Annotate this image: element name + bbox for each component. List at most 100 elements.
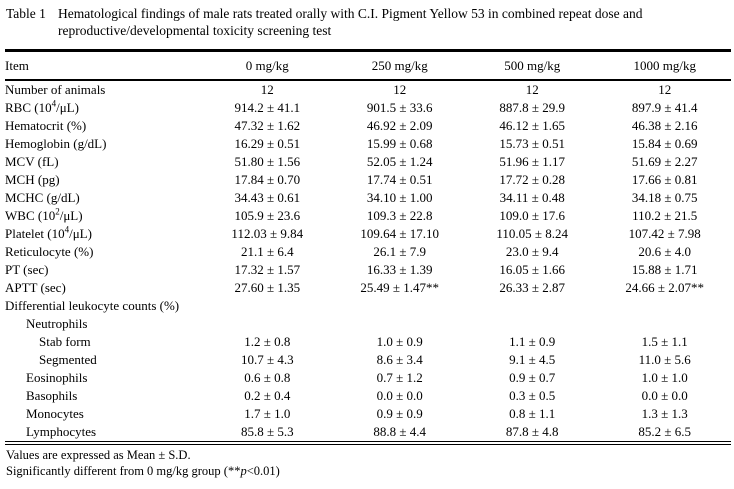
table-row: Hematocrit (%) 47.32 ± 1.62 46.92 ± 2.09 46… [5, 117, 731, 135]
row-value: 51.80 ± 1.56 [234, 154, 301, 169]
row-value: 26.1 ± 7.9 [373, 244, 427, 259]
caption-text: Hematological findings of male rats trea… [58, 6, 731, 39]
row-value: 914.2 ± 41.1 [234, 100, 301, 115]
row-label: Stab form [39, 334, 91, 349]
row-value: 8.6 ± 3.4 [376, 352, 423, 367]
table-row: MCHC (g/dL) 34.43 ± 0.61 34.10 ± 1.00 34.11… [5, 189, 731, 207]
row-value: 52.05 ± 1.24 [366, 154, 433, 169]
table-row: Reticulocyte (%) 21.1 ± 6.4 26.1 ± 7.9 23.0… [5, 243, 731, 261]
row-value: 109.0 ± 17.6 [499, 208, 566, 223]
row-value: 17.66 ± 0.81 [631, 172, 698, 187]
footnote-significance-post: <0.01) [246, 463, 280, 478]
row-value: 1.0 ± 1.0 [641, 370, 688, 385]
row-value: 16.29 ± 0.51 [234, 136, 301, 151]
row-value: 0.3 ± 0.5 [509, 388, 556, 403]
row-label: RBC (104/μL) [5, 98, 79, 115]
table-row: RBC (104/μL) 914.2 ± 41.1 901.5 ± 33.6 887.… [5, 99, 731, 117]
row-value: 10.7 ± 4.3 [240, 352, 294, 367]
caption-line2: reproductive/developmental toxicity scre… [58, 22, 332, 38]
row-label: PT (sec) [5, 262, 49, 277]
column-header-dose-500: 500 mg/kg [465, 50, 599, 81]
row-value [201, 315, 333, 333]
row-value: 20.6 ± 4.0 [638, 244, 692, 259]
row-value: 0.9 ± 0.7 [509, 370, 556, 385]
row-label: Hemoglobin (g/dL) [5, 136, 107, 151]
row-value: 901.5 ± 33.6 [366, 100, 433, 115]
row-value: 0.7 ± 1.2 [376, 370, 423, 385]
row-value: 1.7 ± 1.0 [244, 406, 291, 421]
row-value: 112.03 ± 9.84 [231, 226, 304, 241]
row-value: 0.2 ± 0.4 [244, 388, 291, 403]
column-header-item: Item [5, 50, 202, 81]
row-label: Hematocrit (%) [5, 118, 87, 133]
row-value: 25.49 ± 1.47** [360, 280, 440, 295]
column-header-dose-0: 0 mg/kg [201, 50, 334, 81]
row-value: 107.42 ± 7.98 [628, 226, 701, 241]
row-value: 15.88 ± 1.71 [631, 262, 698, 277]
row-value: 46.12 ± 1.65 [499, 118, 566, 133]
row-value: 110.05 ± 8.24 [496, 226, 569, 241]
row-value: 21.1 ± 6.4 [240, 244, 294, 259]
row-label: MCHC (g/dL) [5, 190, 80, 205]
row-value: 0.9 ± 0.9 [376, 406, 423, 421]
row-value: 105.9 ± 23.6 [234, 208, 301, 223]
row-value: 26.33 ± 2.87 [499, 280, 566, 295]
table-row: Monocytes 1.7 ± 1.0 0.9 ± 0.9 0.8 ± 1.1 1.3 … [5, 405, 731, 423]
row-value: 34.43 ± 0.61 [234, 190, 301, 205]
footnote-significance-p: p [240, 463, 247, 478]
row-value: 0.6 ± 0.8 [244, 370, 291, 385]
table-row: Segmented 10.7 ± 4.3 8.6 ± 3.4 9.1 ± 4.5 11.… [5, 351, 731, 369]
row-value: 88.8 ± 4.4 [373, 424, 427, 439]
row-value: 34.11 ± 0.48 [499, 190, 565, 205]
table-row: Differential leukocyte counts (%) [5, 297, 731, 315]
row-value [466, 297, 598, 315]
table-row: WBC (102/μL) 105.9 ± 23.6 109.3 ± 22.8 109.… [5, 207, 731, 225]
table-header-row: Item 0 mg/kg 250 mg/kg 500 mg/kg 1000 mg… [5, 50, 731, 81]
row-value: 46.38 ± 2.16 [631, 118, 698, 133]
row-label: MCH (pg) [5, 172, 60, 187]
row-value: 9.1 ± 4.5 [509, 352, 556, 367]
row-value: 17.72 ± 0.28 [499, 172, 566, 187]
table-row: PT (sec) 17.32 ± 1.57 16.33 ± 1.39 16.05 ± … [5, 261, 731, 279]
row-value: 34.10 ± 1.00 [366, 190, 433, 205]
row-value: 109.64 ± 17.10 [360, 226, 440, 241]
row-value: 51.69 ± 2.27 [631, 154, 698, 169]
row-value: 87.8 ± 4.8 [505, 424, 559, 439]
row-value: 85.2 ± 6.5 [638, 424, 692, 439]
row-value [598, 297, 731, 315]
footnote-significance: Significantly different from 0 mg/kg gro… [6, 464, 731, 480]
table-row: Hemoglobin (g/dL) 16.29 ± 0.51 15.99 ± 0.6… [5, 135, 731, 153]
footnotes: Values are expressed as Mean ± S.D. Sign… [6, 448, 731, 479]
row-value: 887.8 ± 29.9 [499, 100, 566, 115]
row-value: 12 [393, 82, 407, 97]
footnote-significance-pre: Significantly different from 0 mg/kg gro… [6, 463, 241, 478]
row-value: 27.60 ± 1.35 [234, 280, 301, 295]
column-header-dose-1000: 1000 mg/kg [598, 50, 731, 81]
row-value: 15.73 ± 0.51 [499, 136, 566, 151]
data-table: Item 0 mg/kg 250 mg/kg 500 mg/kg 1000 mg… [5, 49, 731, 445]
column-header-dose-250: 250 mg/kg [333, 50, 466, 81]
row-label: Number of animals [5, 82, 106, 97]
row-label: Eosinophils [26, 370, 88, 385]
row-value: 34.18 ± 0.75 [631, 190, 698, 205]
row-value [466, 315, 598, 333]
row-value: 12 [658, 82, 672, 97]
row-value: 1.3 ± 1.3 [641, 406, 688, 421]
row-value: 12 [525, 82, 539, 97]
row-value: 1.2 ± 0.8 [244, 334, 291, 349]
row-label: Neutrophils [26, 316, 88, 331]
row-label: APTT (sec) [5, 280, 66, 295]
row-value: 17.74 ± 0.51 [366, 172, 433, 187]
row-label: WBC (102/μL) [5, 206, 83, 223]
table-row: Platelet (104/μL) 112.03 ± 9.84 109.64 ± 1… [5, 225, 731, 243]
table-row: APTT (sec) 27.60 ± 1.35 25.49 ± 1.47** 26.3… [5, 279, 731, 297]
row-value: 17.84 ± 0.70 [234, 172, 301, 187]
row-value: 17.32 ± 1.57 [234, 262, 301, 277]
table-caption: Table 1 Hematological findings of male r… [6, 6, 731, 39]
row-value: 16.05 ± 1.66 [499, 262, 566, 277]
row-value: 15.99 ± 0.68 [366, 136, 433, 151]
row-value: 110.2 ± 21.5 [632, 208, 698, 223]
table-row: Number of animals 12 12 12 12 [5, 80, 731, 99]
caption-line1: Hematological findings of male rats trea… [58, 6, 643, 21]
caption-label: Table 1 [6, 6, 46, 21]
